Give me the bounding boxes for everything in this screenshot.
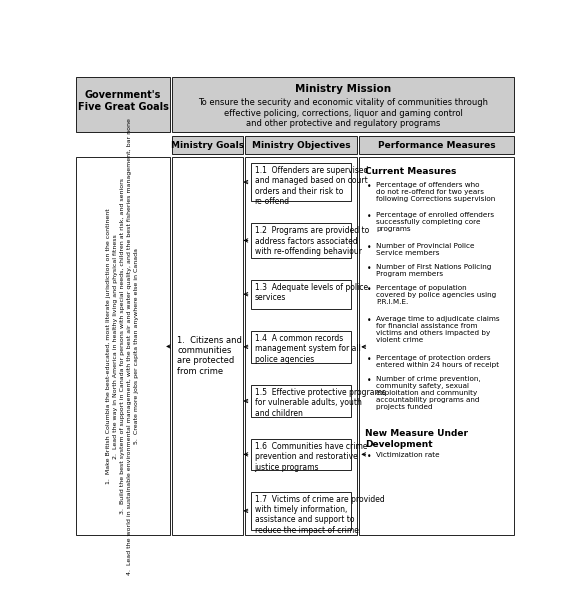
- Bar: [245, 136, 357, 155]
- Text: •: •: [367, 376, 371, 385]
- Text: Percentage of population
covered by police agencies using
P.R.I.M.E.: Percentage of population covered by poli…: [376, 285, 496, 305]
- Bar: [76, 158, 170, 536]
- Text: Current Measures: Current Measures: [365, 167, 457, 176]
- Text: •: •: [367, 285, 371, 295]
- Text: Number of Provincial Police
Service members: Number of Provincial Police Service memb…: [376, 243, 475, 256]
- Text: •: •: [367, 316, 371, 325]
- Bar: [251, 279, 351, 309]
- Text: Percentage of offenders who
do not re-offend for two years
following Corrections: Percentage of offenders who do not re-of…: [376, 182, 496, 202]
- Bar: [251, 491, 351, 530]
- Bar: [359, 158, 513, 536]
- Text: 1.4  A common records
management system for all
police agencies: 1.4 A common records management system f…: [255, 334, 361, 364]
- Text: 1.6  Communities have crime
prevention and restorative
justice programs: 1.6 Communities have crime prevention an…: [255, 442, 367, 472]
- Text: •: •: [367, 453, 371, 462]
- Text: Ministry Goals: Ministry Goals: [171, 141, 244, 150]
- Bar: [251, 163, 351, 201]
- Bar: [76, 76, 170, 132]
- Text: Percentage of protection orders
entered within 24 hours of receipt: Percentage of protection orders entered …: [376, 355, 499, 368]
- Text: Average time to adjudicate claims
for financial assistance from
victims and othe: Average time to adjudicate claims for fi…: [376, 316, 500, 342]
- Text: Government's
Five Great Goals: Government's Five Great Goals: [78, 90, 168, 112]
- Text: •: •: [367, 182, 371, 191]
- Bar: [251, 439, 351, 470]
- Bar: [359, 136, 513, 155]
- Bar: [245, 158, 357, 536]
- Text: •: •: [367, 355, 371, 364]
- Text: •: •: [367, 243, 371, 251]
- Text: Performance Measures: Performance Measures: [378, 141, 495, 150]
- Text: 1.3  Adequate levels of police
services: 1.3 Adequate levels of police services: [255, 282, 367, 302]
- Text: •: •: [367, 264, 371, 273]
- Bar: [172, 136, 243, 155]
- Text: 1.1  Offenders are supervised
and managed based on court
orders and their risk t: 1.1 Offenders are supervised and managed…: [255, 166, 368, 206]
- Text: 1.7  Victims of crime are provided
with timely information,
assistance and suppo: 1.7 Victims of crime are provided with t…: [255, 494, 384, 535]
- Text: New Measure Under
Development: New Measure Under Development: [365, 430, 468, 449]
- Bar: [172, 158, 243, 536]
- Text: Ministry Objectives: Ministry Objectives: [252, 141, 350, 150]
- Text: 1.  Citizens and
communities
are protected
from crime: 1. Citizens and communities are protecte…: [177, 336, 242, 376]
- Text: 1.  Make British Columbia the best-educated, most literate jurisdiction on the c: 1. Make British Columbia the best-educat…: [106, 118, 140, 575]
- Bar: [251, 223, 351, 258]
- Bar: [251, 385, 351, 417]
- Text: Ministry Mission: Ministry Mission: [295, 84, 391, 95]
- Bar: [172, 76, 513, 132]
- Text: Percentage of enrolled offenders
successfully completing core
programs: Percentage of enrolled offenders success…: [376, 212, 494, 232]
- Text: Number of crime prevention,
community safety, sexual
exploitation and community
: Number of crime prevention, community sa…: [376, 376, 481, 410]
- Text: 1.5  Effective protective programs
for vulnerable adults, youth
and children: 1.5 Effective protective programs for vu…: [255, 388, 385, 418]
- Text: 1.2  Programs are provided to
address factors associated
with re-offending behav: 1.2 Programs are provided to address fac…: [255, 226, 369, 256]
- Text: Victimization rate: Victimization rate: [376, 453, 440, 459]
- Bar: [251, 331, 351, 363]
- Text: To ensure the security and economic vitality of communities through
effective po: To ensure the security and economic vita…: [198, 98, 488, 128]
- Text: •: •: [367, 212, 371, 221]
- Text: Number of First Nations Policing
Program members: Number of First Nations Policing Program…: [376, 264, 492, 277]
